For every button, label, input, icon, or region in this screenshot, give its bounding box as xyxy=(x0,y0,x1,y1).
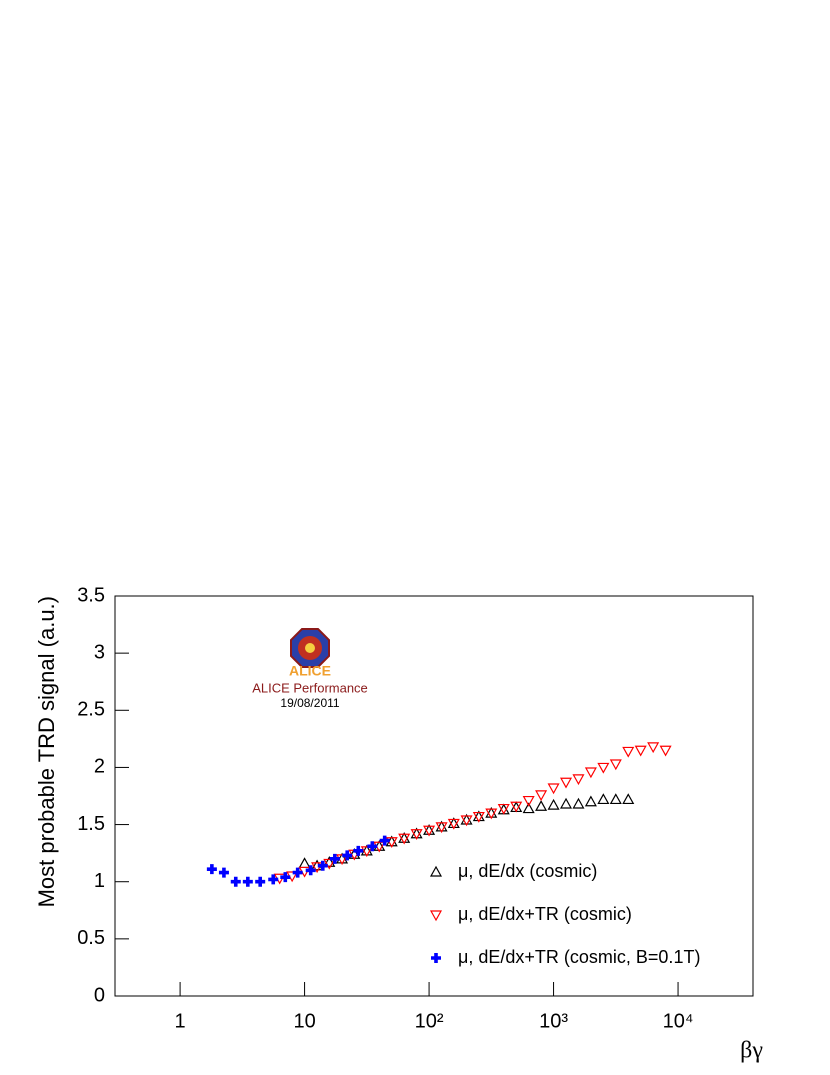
legend-label: μ, dE/dx+TR (cosmic, B=0.1T) xyxy=(458,947,700,967)
x-axis-title: βγ xyxy=(740,1038,763,1064)
logo-name: ALICE xyxy=(289,663,331,679)
y-tick-label: 3.5 xyxy=(77,584,105,606)
y-axis-title: Most probable TRD signal (a.u.) xyxy=(34,596,59,907)
y-tick-label: 1 xyxy=(94,870,105,892)
point xyxy=(255,876,266,887)
x-tick-label: 10³ xyxy=(539,1010,568,1032)
point xyxy=(423,825,436,837)
point xyxy=(535,790,548,802)
point xyxy=(353,845,364,856)
point xyxy=(242,876,253,887)
point xyxy=(435,822,448,834)
point xyxy=(634,745,647,757)
point xyxy=(584,767,597,779)
y-tick-label: 2 xyxy=(94,756,105,778)
point xyxy=(485,808,498,820)
point xyxy=(609,759,622,771)
logo-core xyxy=(305,643,315,653)
y-tick-label: 0.5 xyxy=(77,927,105,949)
point xyxy=(280,872,291,883)
point xyxy=(206,864,217,875)
point xyxy=(535,800,548,811)
y-tick-label: 0 xyxy=(94,984,105,1006)
point xyxy=(609,793,622,805)
point xyxy=(572,774,585,786)
point xyxy=(367,841,378,852)
point xyxy=(659,745,672,757)
point xyxy=(510,801,523,813)
point xyxy=(398,833,411,845)
point xyxy=(522,802,535,814)
point xyxy=(622,793,635,805)
legend-marker xyxy=(431,953,442,963)
point xyxy=(460,815,473,827)
point xyxy=(559,777,573,789)
point xyxy=(559,797,573,809)
point xyxy=(547,783,560,795)
point xyxy=(584,795,597,807)
point xyxy=(597,762,610,774)
point xyxy=(497,803,510,815)
legend-marker xyxy=(429,865,443,877)
x-tick-label: 1 xyxy=(175,1010,186,1032)
point xyxy=(472,811,485,823)
point xyxy=(218,867,229,878)
y-tick-label: 2.5 xyxy=(77,699,105,721)
point xyxy=(597,793,610,805)
point xyxy=(323,856,336,867)
point xyxy=(329,853,340,864)
legend-label: μ, dE/dx+TR (cosmic) xyxy=(458,904,632,924)
point xyxy=(410,829,423,840)
plot-frame xyxy=(114,595,754,997)
x-tick-label: 10² xyxy=(415,1010,444,1032)
point xyxy=(647,742,660,754)
point xyxy=(305,865,316,876)
point xyxy=(572,797,585,809)
point xyxy=(622,746,635,758)
alice-logo: ALICE ALICE Performance 19/08/2011 xyxy=(252,628,368,710)
y-tick-label: 1.5 xyxy=(77,813,105,835)
point xyxy=(360,846,373,858)
x-tick-label: 10 xyxy=(293,1010,315,1032)
x-tick-label: 10⁴ xyxy=(663,1010,694,1032)
point xyxy=(268,874,279,885)
legend-marker xyxy=(429,910,443,922)
point xyxy=(292,867,303,878)
point xyxy=(447,818,460,830)
point xyxy=(342,850,353,861)
point xyxy=(522,795,535,807)
point xyxy=(298,857,311,869)
point xyxy=(230,876,241,887)
point xyxy=(379,835,390,846)
logo-date: 19/08/2011 xyxy=(280,696,339,710)
point xyxy=(317,860,328,871)
point xyxy=(547,798,560,810)
logo-label: ALICE Performance xyxy=(252,680,368,695)
y-tick-label: 3 xyxy=(94,641,105,663)
legend-label: μ, dE/dx (cosmic) xyxy=(458,861,597,881)
